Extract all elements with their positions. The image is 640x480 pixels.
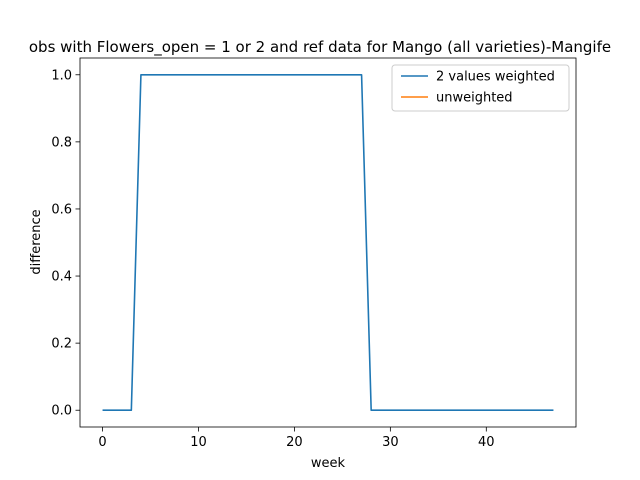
x-tick-label: 30: [382, 435, 399, 450]
y-tick-label: 0.0: [51, 404, 72, 419]
y-axis-label: difference: [29, 209, 44, 274]
x-axis: 0 10 20 30 40: [98, 427, 495, 450]
plot-frame: [79, 57, 577, 428]
legend-box: [391, 64, 570, 112]
y-tick-label: 0.6: [51, 202, 72, 217]
x-tick-label: 20: [286, 435, 303, 450]
series-line-1: [102, 73, 554, 412]
x-tick-label: 0: [98, 435, 106, 450]
series-layer: [102, 73, 554, 412]
x-tick-label: 10: [190, 435, 207, 450]
chart-title: obs with Flowers_open = 1 or 2 and ref d…: [29, 38, 611, 57]
y-tick-label: 0.4: [51, 270, 72, 285]
y-axis: 0.0 0.2 0.4 0.6 0.8 1.0: [51, 68, 80, 419]
plot-area: [79, 57, 577, 428]
y-tick-label: 0.8: [51, 135, 72, 150]
y-tick-label: 0.2: [51, 337, 72, 352]
x-tick-label: 40: [478, 435, 495, 450]
x-axis-label: week: [311, 456, 346, 471]
y-tick-label: 1.0: [51, 68, 72, 83]
legend: 2 values weighted unweighted: [391, 64, 570, 112]
legend-label: unweighted: [436, 91, 513, 106]
legend-label: 2 values weighted: [436, 70, 555, 85]
